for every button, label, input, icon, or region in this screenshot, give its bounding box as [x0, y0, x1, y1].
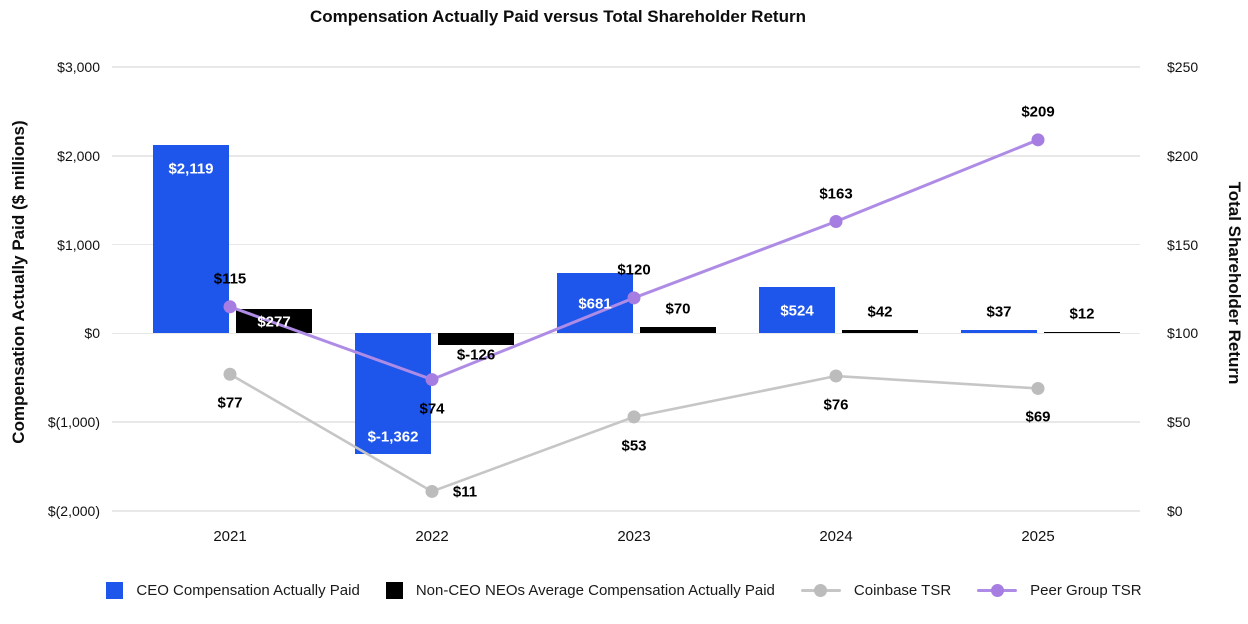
data-label-peer-group-tsr-2021: $115 [213, 270, 247, 288]
right-axis-tick: $50 [1167, 414, 1191, 431]
point-peer-group-tsr-2023[interactable] [627, 291, 641, 305]
legend-swatch-non-ceo-neos-average-compensation-actually-paid-icon [385, 582, 403, 599]
data-label-non-ceo-neos-average-compensation-actually-paid-2022: $-126 [456, 346, 496, 364]
point-coinbase-tsr-2022[interactable] [425, 484, 439, 498]
data-label-non-ceo-neos-average-compensation-actually-paid-2025: $12 [1069, 305, 1095, 323]
right-axis-tick: $250 [1167, 59, 1199, 75]
data-label-coinbase-tsr-2025: $69 [1025, 408, 1051, 426]
data-label-coinbase-tsr-2023: $53 [621, 437, 647, 455]
data-label-ceo-compensation-actually-paid-2022: $-1,362 [367, 428, 419, 446]
point-coinbase-tsr-2025[interactable] [1031, 381, 1045, 395]
point-coinbase-tsr-2021[interactable] [223, 367, 237, 381]
right-axis-title: Total Shareholder Return [1225, 181, 1244, 385]
left-axis-tick: $0 [84, 325, 100, 342]
data-label-peer-group-tsr-2024: $163 [819, 185, 853, 202]
data-label-peer-group-tsr-2022: $74 [419, 400, 445, 418]
gridline [112, 332, 1140, 335]
legend: CEO Compensation Actually Paid Non-CEO NE… [0, 582, 1248, 599]
bar-non-ceo-neos-average-compensation-actually-paid-2023[interactable] [640, 327, 716, 334]
data-label-ceo-compensation-actually-paid-2025: $37 [986, 303, 1012, 321]
legend-label: CEO Compensation Actually Paid [136, 582, 360, 599]
data-label-ceo-compensation-actually-paid-2024: $524 [780, 302, 814, 320]
bar-ceo-compensation-actually-paid-2021[interactable] [153, 145, 229, 334]
data-label-non-ceo-neos-average-compensation-actually-paid-2023: $70 [665, 300, 691, 318]
point-peer-group-tsr-2025[interactable] [1031, 133, 1045, 147]
x-axis-label-2024: 2024 [819, 528, 853, 545]
line-peer-group-tsr [228, 138, 1040, 382]
bar-non-ceo-neos-average-compensation-actually-paid-2025[interactable] [1044, 332, 1120, 334]
legend-line-dot [814, 584, 828, 597]
bar-ceo-compensation-actually-paid-2022[interactable] [355, 333, 431, 455]
left-axis-tick: $(1,000) [47, 414, 100, 431]
legend-item-peer-group-tsr[interactable]: Peer Group TSR [977, 582, 1142, 599]
chart-title: Compensation Actually Paid versus Total … [310, 7, 806, 26]
data-label-coinbase-tsr-2021: $77 [217, 394, 243, 412]
legend-swatch-ceo-compensation-actually-paid-icon [106, 582, 124, 599]
data-label-peer-group-tsr-2025: $209 [1021, 103, 1055, 121]
point-peer-group-tsr-2021[interactable] [223, 300, 237, 314]
gridline [112, 66, 1140, 68]
data-label-coinbase-tsr-2022: $11 [452, 483, 478, 501]
legend-line-coinbase-tsr-icon [800, 582, 841, 599]
gridline [112, 155, 1140, 157]
data-label-peer-group-tsr-2023: $120 [617, 261, 651, 279]
left-axis-tick: $2,000 [57, 147, 100, 164]
legend-label: Peer Group TSR [1030, 582, 1142, 599]
data-label-coinbase-tsr-2024: $76 [823, 396, 849, 414]
point-peer-group-tsr-2022[interactable] [425, 373, 439, 387]
right-axis-tick: $100 [1167, 325, 1199, 342]
point-coinbase-tsr-2024[interactable] [829, 369, 843, 383]
bar-ceo-compensation-actually-paid-2024[interactable] [759, 286, 835, 334]
right-axis-tick: $200 [1167, 147, 1199, 164]
data-label-non-ceo-neos-average-compensation-actually-paid-2024: $42 [867, 303, 893, 321]
legend-line-peer-group-tsr-icon [977, 582, 1018, 599]
data-label-ceo-compensation-actually-paid-2023: $681 [578, 295, 612, 313]
legend-label: Coinbase TSR [853, 582, 952, 599]
data-label-non-ceo-neos-average-compensation-actually-paid-2021: $277 [257, 313, 291, 331]
data-label-ceo-compensation-actually-paid-2021: $2,119 [168, 160, 214, 178]
bar-non-ceo-neos-average-compensation-actually-paid-2022[interactable] [438, 333, 514, 345]
right-axis-tick: $0 [1167, 503, 1183, 519]
legend-item-ceo-compensation-actually-paid[interactable]: CEO Compensation Actually Paid [106, 582, 360, 599]
x-axis-label-2025: 2025 [1021, 528, 1055, 545]
gridline [112, 243, 1140, 246]
left-axis-tick: $3,000 [57, 59, 100, 75]
legend-item-coinbase-tsr[interactable]: Coinbase TSR [800, 582, 952, 599]
lines-layer [223, 133, 1045, 498]
x-axis-label-2021: 2021 [213, 528, 247, 545]
right-axis-tick: $150 [1167, 236, 1199, 253]
legend-line-dot [990, 584, 1004, 597]
left-axis-tick: $1,000 [57, 236, 100, 253]
bar-ceo-compensation-actually-paid-2025[interactable] [961, 330, 1037, 334]
legend-item-non-ceo-neos-average-compensation-actually-paid[interactable]: Non-CEO NEOs Average Compensation Actual… [385, 582, 775, 599]
x-axis-label-2022: 2022 [415, 528, 449, 545]
plot-area: $2,119 $-1,362 $681 $524 $37 $277 $-126 $70 $42 $… [112, 66, 1140, 512]
x-axis-label-2023: 2023 [617, 528, 651, 545]
legend-label: Non-CEO NEOs Average Compensation Actual… [415, 582, 775, 599]
line-coinbase-tsr [228, 372, 1040, 493]
gridline [112, 510, 1140, 512]
gridline [112, 421, 1140, 423]
bar-non-ceo-neos-average-compensation-actually-paid-2024[interactable] [842, 329, 918, 334]
left-axis-title: Compensation Actually Paid ($ millions) [9, 120, 28, 444]
point-peer-group-tsr-2024[interactable] [829, 215, 843, 229]
left-axis-tick: $(2,000) [47, 503, 100, 519]
point-coinbase-tsr-2023[interactable] [627, 410, 641, 424]
